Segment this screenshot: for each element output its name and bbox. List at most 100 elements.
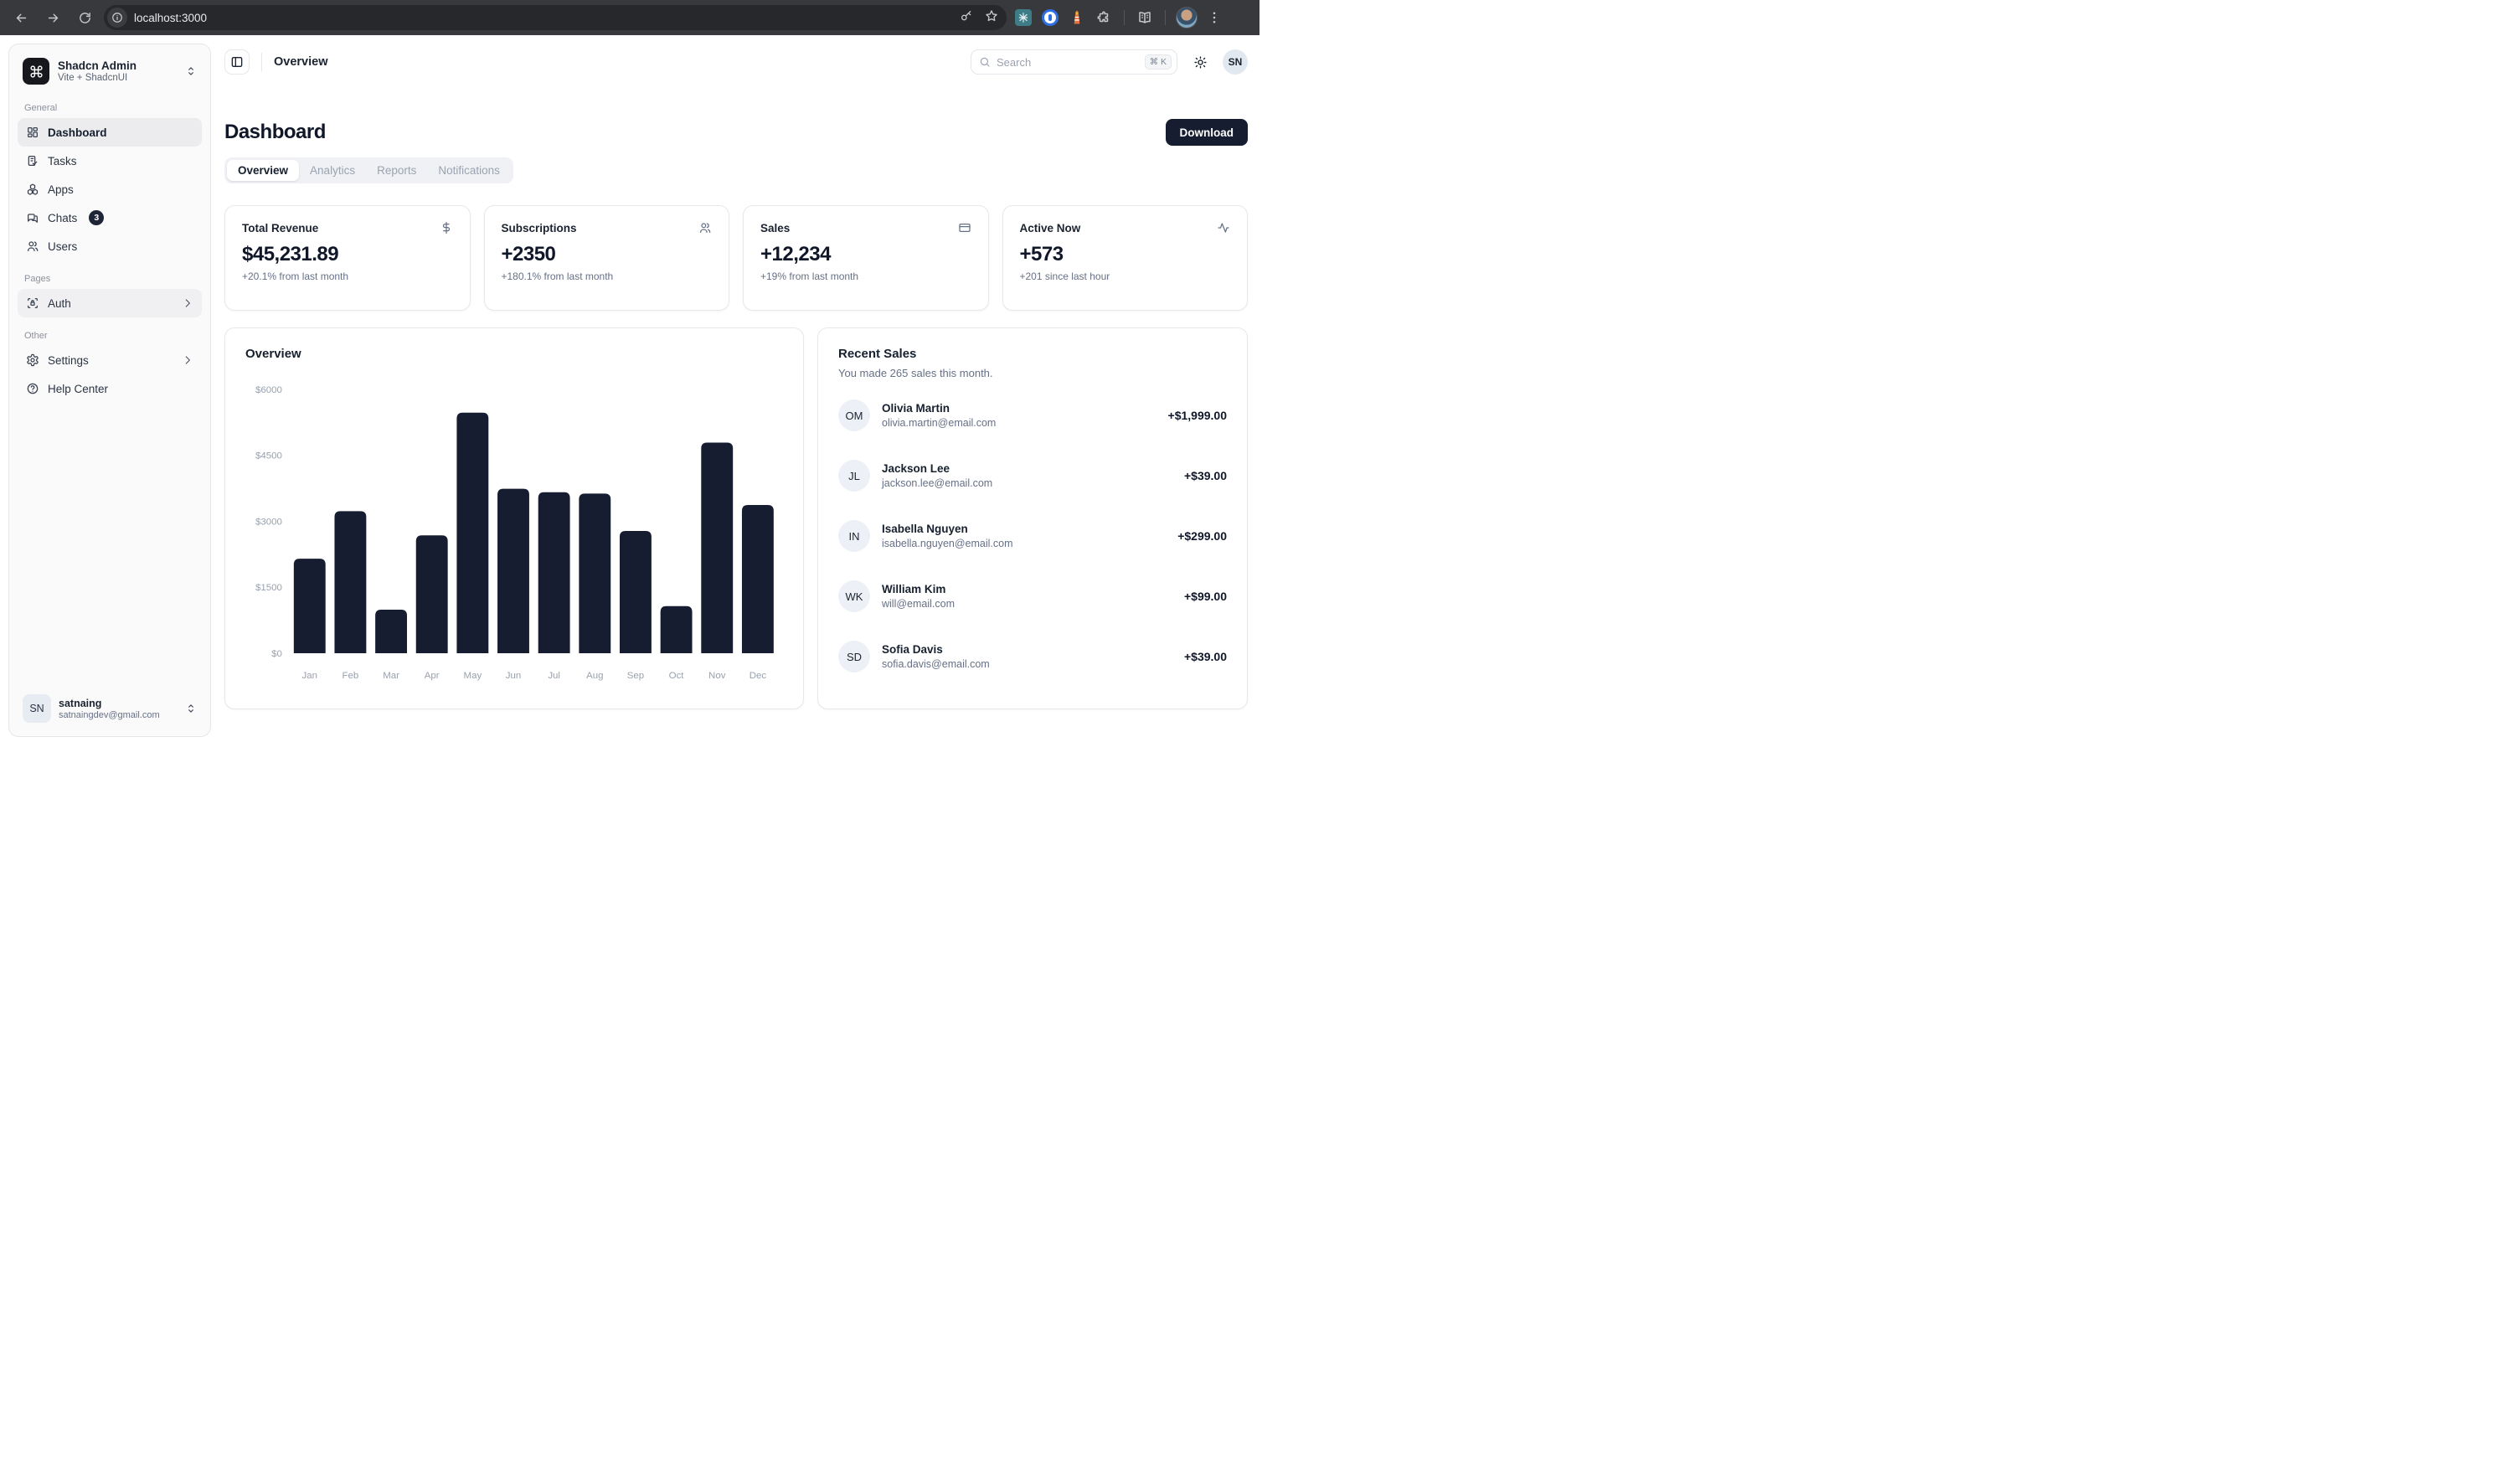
shield-lock-icon: [26, 296, 39, 310]
sidebar-item-tasks[interactable]: Tasks: [18, 147, 202, 175]
tab-analytics[interactable]: Analytics: [299, 160, 366, 181]
sale-avatar: WK: [838, 580, 870, 612]
search-input[interactable]: [997, 56, 1139, 69]
site-info-icon[interactable]: [107, 8, 127, 28]
chevrons-up-down-icon: [185, 703, 197, 714]
sale-amount: +$39.00: [1184, 469, 1227, 482]
browser-menu-dots-icon[interactable]: [1204, 8, 1224, 28]
overview-chart-card: Overview $0$1500$3000$4500$6000JanFebMar…: [224, 327, 804, 709]
reload-icon[interactable]: [72, 5, 97, 30]
sale-email: will@email.com: [882, 598, 1172, 610]
extensions-puzzle-icon[interactable]: [1094, 8, 1114, 28]
x-tick-label: Jun: [506, 671, 521, 681]
sale-name: William Kim: [882, 583, 1172, 595]
sidebar-item-auth[interactable]: Auth: [18, 289, 202, 317]
tab-reports[interactable]: Reports: [366, 160, 427, 181]
browser-toolbar: localhost:3000: [0, 0, 1260, 35]
sale-amount: +$99.00: [1184, 590, 1227, 603]
extension-1password-icon[interactable]: [1040, 8, 1060, 28]
sale-row: WK William Kim will@email.com +$99.00: [838, 580, 1227, 612]
sidebar-user-menu[interactable]: SN satnaing satnaingdev@gmail.com: [18, 689, 202, 728]
app-root: Shadcn Admin Vite + ShadcnUI GeneralDash…: [0, 35, 1260, 742]
bar-aug: [579, 493, 610, 653]
bar-jul: [538, 492, 570, 653]
sale-avatar: IN: [838, 520, 870, 552]
stat-card-active-now: Active Now+573+201 since last hour: [1002, 205, 1249, 311]
recent-sales-list: OMOlivia Martinolivia.martin@email.com+$…: [838, 399, 1227, 672]
sale-email: jackson.lee@email.com: [882, 477, 1172, 489]
stat-value: +573: [1020, 243, 1231, 266]
stat-card-subscriptions: Subscriptions+2350+180.1% from last mont…: [484, 205, 730, 311]
chart-title: Overview: [245, 347, 783, 361]
user-email: satnaingdev@gmail.com: [59, 710, 178, 720]
sale-email: olivia.martin@email.com: [882, 417, 1156, 429]
theme-toggle-button[interactable]: [1187, 49, 1213, 75]
x-tick-label: Apr: [425, 671, 440, 681]
sale-name: Sofia Davis: [882, 643, 1172, 656]
stat-label: Total Revenue: [242, 222, 318, 234]
recent-sales-subtitle: You made 265 sales this month.: [838, 367, 1227, 379]
sale-email: sofia.davis@email.com: [882, 658, 1172, 670]
settings-icon: [26, 353, 39, 367]
extension-teal-icon[interactable]: [1013, 8, 1033, 28]
y-tick-label: $1500: [255, 583, 282, 593]
stat-label: Active Now: [1020, 222, 1081, 234]
chevrons-up-down-icon: [185, 65, 197, 77]
y-tick-label: $4500: [255, 451, 282, 461]
sidebar-group-label: Pages: [24, 274, 195, 284]
tab-overview[interactable]: Overview: [227, 160, 299, 181]
bar-mar: [375, 610, 407, 653]
sidebar-item-apps[interactable]: Apps: [18, 175, 202, 204]
bar-nov: [701, 442, 733, 652]
header-avatar[interactable]: SN: [1223, 49, 1248, 75]
stat-card-total-revenue: Total Revenue$45,231.89+20.1% from last …: [224, 205, 471, 311]
sale-email: isabella.nguyen@email.com: [882, 538, 1166, 549]
sale-amount: +$39.00: [1184, 650, 1227, 663]
messages-icon: [26, 211, 39, 224]
sidebar-item-help-center[interactable]: Help Center: [18, 374, 202, 403]
sale-row: JLJackson Leejackson.lee@email.com+$39.0…: [838, 460, 1227, 492]
x-tick-label: Jan: [302, 671, 317, 681]
bottom-grid: Overview $0$1500$3000$4500$6000JanFebMar…: [224, 327, 1248, 693]
browser-profile-avatar[interactable]: [1176, 7, 1198, 28]
search-input-wrap[interactable]: ⌘ K: [971, 49, 1177, 75]
x-tick-label: Feb: [343, 671, 359, 681]
password-key-icon[interactable]: [960, 9, 973, 27]
search-shortcut-kbd: ⌘ K: [1145, 54, 1172, 70]
tab-list: OverviewAnalyticsReportsNotifications: [224, 157, 513, 183]
stat-label: Sales: [760, 222, 790, 234]
sidebar-item-chats[interactable]: Chats3: [18, 204, 202, 232]
bar-feb: [334, 511, 366, 653]
tasks-icon: [26, 154, 39, 167]
sidebar-item-label: Help Center: [48, 383, 108, 395]
stat-change: +180.1% from last month: [502, 271, 713, 282]
extension-lighthouse-icon[interactable]: [1067, 8, 1087, 28]
forward-icon[interactable]: [40, 5, 65, 30]
bar-apr: [416, 535, 448, 653]
layout-dashboard-icon: [26, 126, 39, 139]
sidebar-item-users[interactable]: Users: [18, 232, 202, 260]
team-switcher[interactable]: Shadcn Admin Vite + ShadcnUI: [18, 53, 202, 90]
bookmark-star-icon[interactable]: [985, 9, 998, 27]
user-name: satnaing: [59, 698, 178, 709]
breadcrumb: Overview: [274, 55, 328, 69]
sidebar-item-settings[interactable]: Settings: [18, 346, 202, 374]
back-icon[interactable]: [8, 5, 33, 30]
sidebar-item-label: Settings: [48, 354, 89, 367]
bar-chart-svg: $0$1500$3000$4500$6000JanFebMarAprMayJun…: [245, 371, 783, 690]
sidebar-nav: GeneralDashboardTasksAppsChats3UsersPage…: [18, 90, 202, 403]
toolbar-divider: [1124, 10, 1125, 25]
sidebar-item-dashboard[interactable]: Dashboard: [18, 118, 202, 147]
address-bar[interactable]: localhost:3000: [104, 5, 1007, 30]
sidebar-item-label: Dashboard: [48, 126, 107, 139]
sale-amount: +$1,999.00: [1168, 409, 1227, 422]
credit-card-icon: [958, 221, 971, 234]
sidebar-toggle-button[interactable]: [224, 49, 250, 75]
tab-notifications[interactable]: Notifications: [427, 160, 511, 181]
recent-sales-title: Recent Sales: [838, 347, 1227, 361]
page-title-row: Dashboard Download: [224, 119, 1248, 146]
help-circle-icon: [26, 382, 39, 395]
stats-cards: Total Revenue$45,231.89+20.1% from last …: [224, 205, 1248, 311]
reading-list-book-icon[interactable]: [1135, 8, 1155, 28]
download-button[interactable]: Download: [1166, 119, 1249, 146]
